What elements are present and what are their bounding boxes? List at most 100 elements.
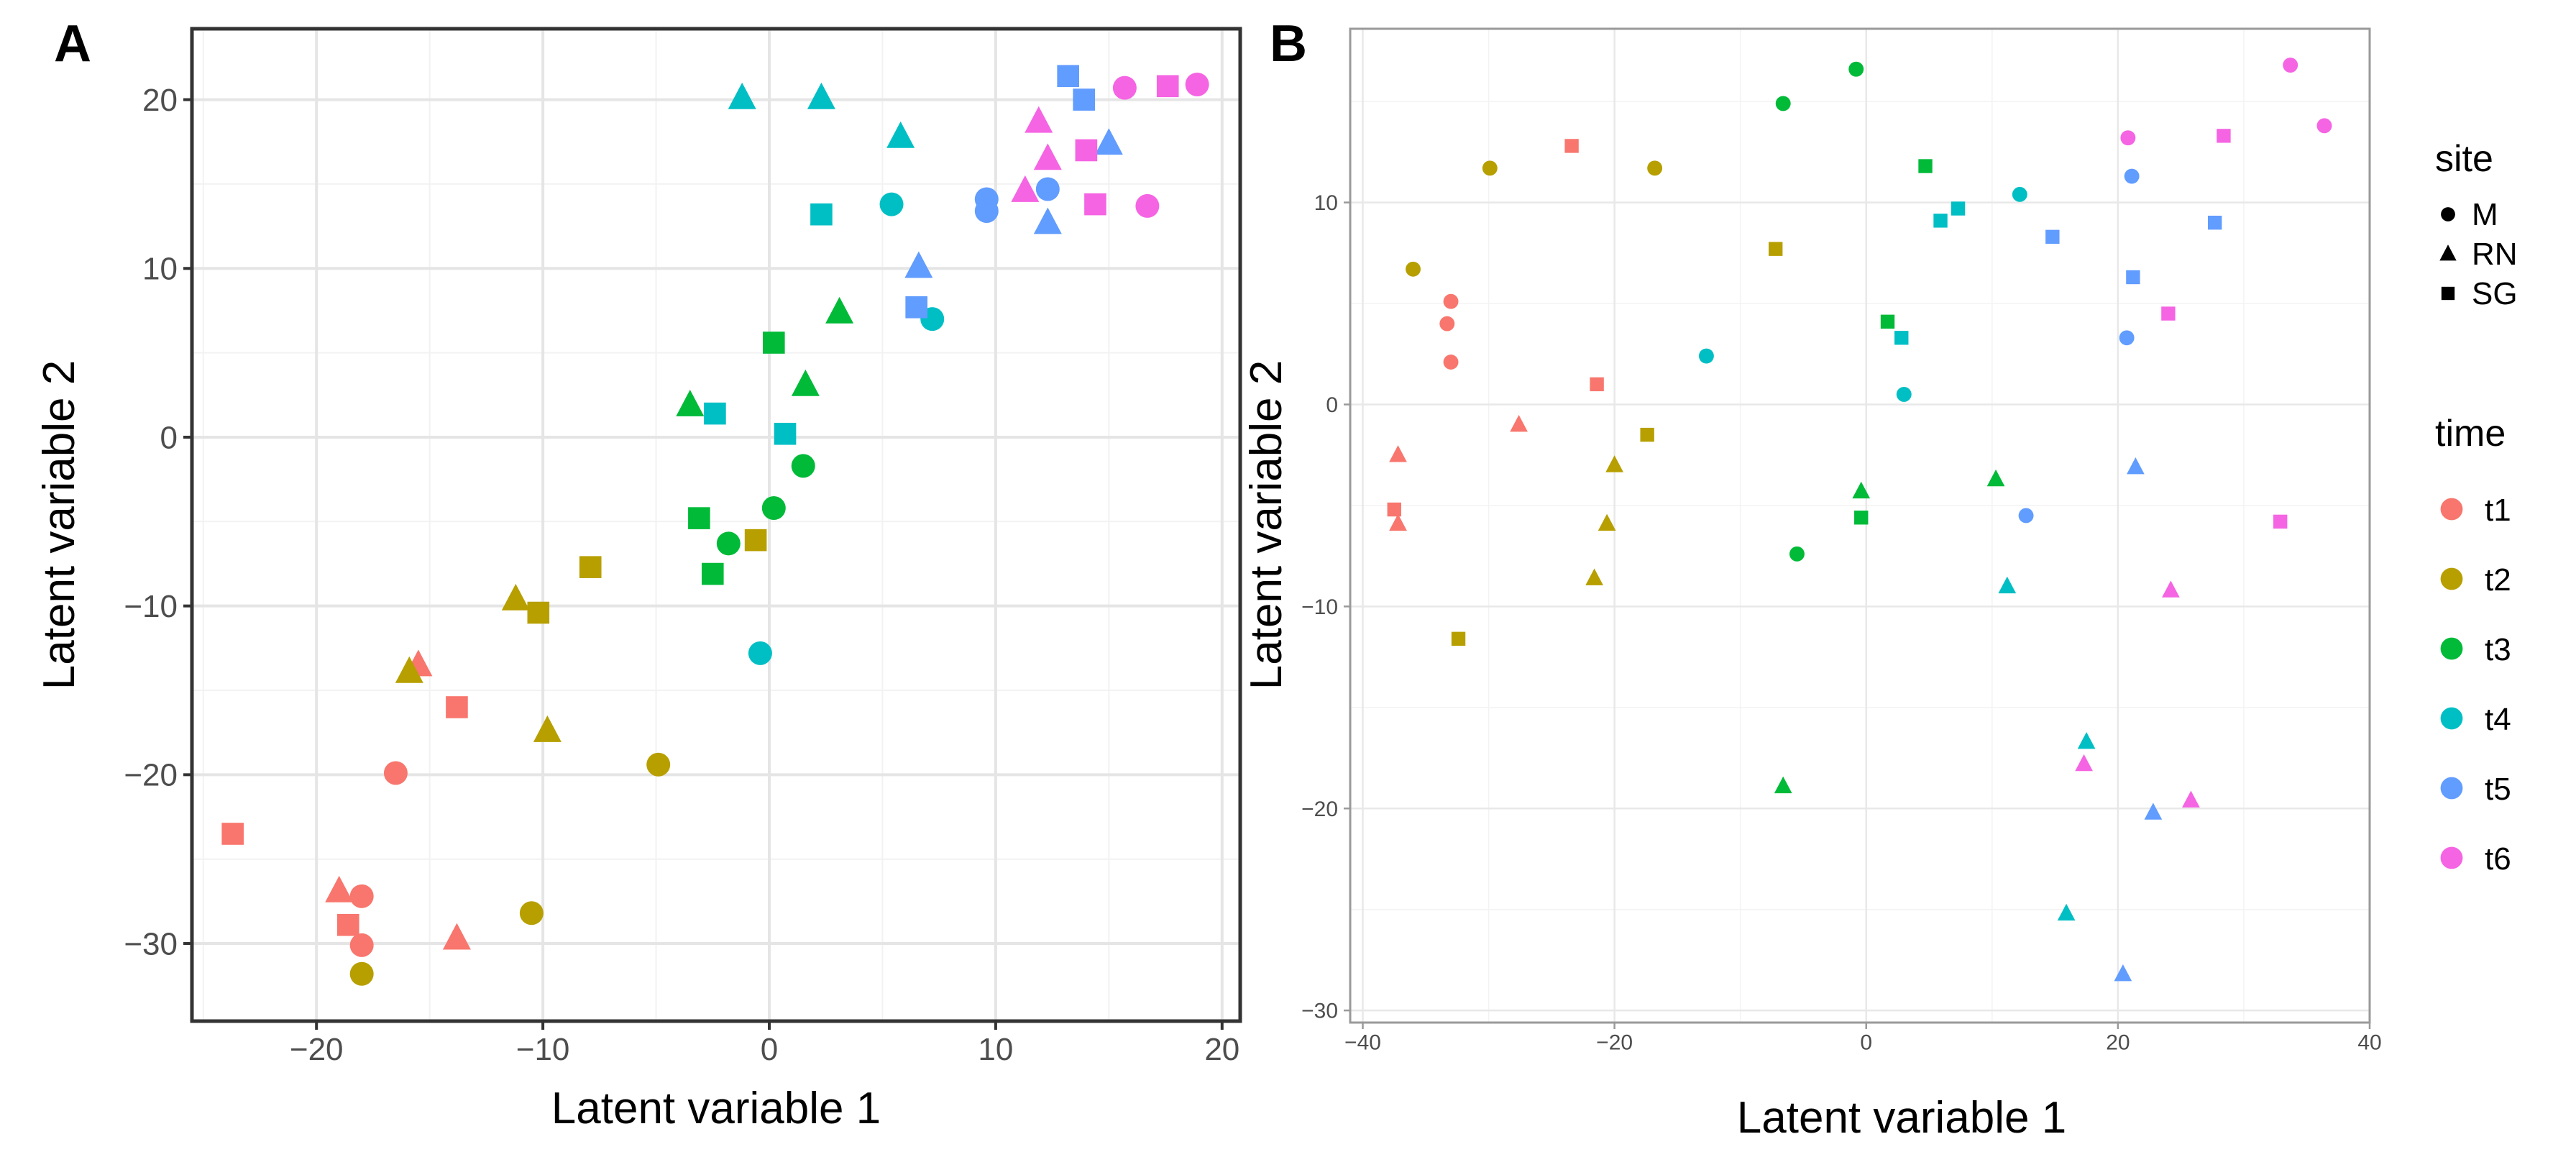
- data-point-M-t2: [349, 961, 374, 986]
- data-point-RN-t6: [1011, 175, 1040, 202]
- data-point-SG-t5: [2126, 270, 2140, 285]
- data-point-RN-t5: [904, 251, 933, 278]
- data-point-M-t6: [1135, 193, 1160, 218]
- legend-time-label: t2: [2485, 562, 2511, 598]
- data-point-M-t3: [716, 531, 741, 556]
- data-point-M-t1: [1439, 316, 1455, 332]
- panel-a-y-axis-title: Latent variable 2: [35, 360, 84, 690]
- legend-site-label: RN: [2472, 237, 2518, 272]
- data-point-RN-t2: [1605, 455, 1623, 472]
- x-tick-label: 40: [2357, 1031, 2381, 1055]
- legend-time-label: t5: [2485, 772, 2511, 807]
- data-point-RN-t5: [1094, 128, 1123, 155]
- data-point-M-t1: [349, 884, 374, 908]
- legend-time-label: t4: [2485, 702, 2511, 737]
- data-point-RN-t4: [886, 121, 915, 148]
- x-tick-label: −20: [1596, 1031, 1633, 1055]
- data-point-SG-t2: [527, 601, 550, 624]
- data-point-M-t5: [2124, 168, 2140, 184]
- data-point-M-t3: [1775, 96, 1791, 111]
- data-point-SG-t6: [2217, 129, 2231, 143]
- data-point-RN-t2: [395, 656, 423, 683]
- legend: site M RN SG time t1 t2 t3 t4 t5 t6: [2435, 138, 2518, 877]
- data-point-RN-t2: [533, 715, 562, 742]
- data-point-SG-t3: [1880, 314, 1895, 329]
- legend-time-items: t1 t2 t3 t4 t5 t6: [2440, 493, 2511, 877]
- data-point-RN-t1: [442, 923, 471, 950]
- data-point-M-t3: [1848, 61, 1864, 77]
- data-point-M-t4: [748, 641, 772, 665]
- data-point-RN-t3: [1774, 776, 1792, 794]
- data-point-SG-t5: [1057, 65, 1079, 88]
- data-point-RN-t1: [1389, 513, 1407, 531]
- data-point-RN-t6: [2162, 580, 2180, 598]
- data-point-M-t2: [1647, 160, 1663, 176]
- data-point-SG-t5: [2207, 215, 2222, 230]
- data-point-RN-t1: [1389, 445, 1407, 462]
- panel-b-border: [1349, 27, 2371, 1024]
- legend-time-key-t3: [2440, 637, 2463, 660]
- panel-b-ticks: −40 −20 0 20 40 −30 −20 −10 0 10: [1301, 191, 2382, 1054]
- y-tick-label: 10: [142, 252, 178, 287]
- data-point-M-t1: [1443, 293, 1459, 309]
- data-point-RN-t4: [807, 82, 835, 109]
- legend-time-label: t3: [2485, 632, 2511, 667]
- panel-a-gridlines: [192, 29, 1240, 1021]
- legend-time-label: t1: [2485, 493, 2511, 528]
- x-tick-label: 20: [2106, 1031, 2130, 1055]
- data-point-SG-t3: [688, 507, 710, 529]
- data-point-RN-t6: [2182, 790, 2200, 808]
- data-point-SG-t4: [1933, 214, 1948, 228]
- data-point-SG-t1: [1564, 139, 1579, 153]
- data-point-RN-t3: [825, 296, 854, 324]
- x-tick-label: −20: [290, 1032, 344, 1067]
- y-tick-label: 20: [142, 83, 178, 118]
- data-point-RN-t1: [1510, 415, 1528, 432]
- legend-site-label: SG: [2472, 276, 2518, 311]
- data-point-SG-t1: [1590, 377, 1604, 392]
- data-point-SG-t2: [1769, 242, 1783, 256]
- panel-a: −20 −10 0 10 20 −30 −20 −10 0 10 20 A Latent varia…: [35, 15, 1242, 1133]
- data-point-RN-t5: [2144, 803, 2163, 820]
- legend-site-items: M RN SG: [2439, 197, 2518, 311]
- legend-site-key-RN: [2439, 244, 2457, 261]
- data-point-M-t6: [1185, 72, 1209, 96]
- panel-b: −40 −20 0 20 40 −30 −20 −10 0 10 B Latent variabl…: [1242, 15, 2382, 1143]
- data-point-RN-t2: [1585, 568, 1603, 585]
- y-tick-label: −30: [124, 926, 178, 961]
- legend-time-key-t4: [2440, 707, 2463, 730]
- x-tick-label: 10: [978, 1032, 1013, 1067]
- data-point-SG-t6: [1084, 193, 1106, 216]
- data-point-M-t1: [1443, 355, 1459, 370]
- data-point-SG-t3: [1918, 159, 1933, 173]
- data-point-RN-t3: [1986, 469, 2005, 487]
- panel-b-x-axis-title: Latent variable 1: [1737, 1093, 2066, 1143]
- data-point-M-t5: [2018, 508, 2034, 524]
- data-point-RN-t6: [2075, 754, 2093, 772]
- panel-a-points: [221, 65, 1209, 986]
- data-point-RN-t2: [1598, 513, 1616, 531]
- panel-a-border: [190, 27, 1242, 1023]
- data-point-SG-t4: [1894, 331, 1909, 345]
- data-point-M-t6: [2283, 58, 2298, 73]
- data-point-M-t6: [1112, 76, 1137, 100]
- legend-time-key-t1: [2440, 498, 2463, 521]
- y-tick-label: −10: [1301, 595, 1338, 619]
- data-point-RN-t4: [1998, 576, 2017, 594]
- data-point-M-t2: [1482, 160, 1498, 176]
- y-tick-label: −20: [124, 758, 178, 793]
- x-tick-label: 20: [1204, 1032, 1239, 1067]
- data-point-M-t3: [761, 496, 786, 521]
- data-point-SG-t4: [810, 203, 833, 226]
- data-point-M-t5: [974, 198, 999, 223]
- panel-a-ticks: −20 −10 0 10 20 −30 −20 −10 0 10 20: [124, 83, 1239, 1067]
- legend-site-label: M: [2472, 197, 2498, 232]
- data-point-RN-t4: [2057, 903, 2076, 921]
- legend-site-title: site: [2435, 138, 2493, 180]
- data-point-SG-t2: [579, 556, 602, 578]
- panel-b-points: [1387, 58, 2332, 982]
- data-point-SG-t1: [1387, 502, 1401, 517]
- data-point-RN-t2: [501, 583, 530, 611]
- data-point-M-t2: [519, 901, 544, 925]
- y-tick-label: −30: [1301, 1000, 1338, 1023]
